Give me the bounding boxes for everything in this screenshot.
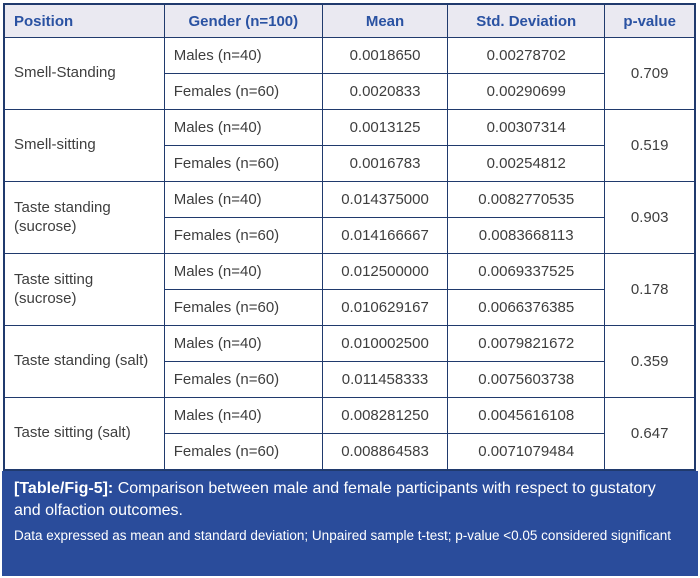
cell-position: Taste sitting (sucrose) xyxy=(3,253,165,326)
header-mean: Mean xyxy=(321,3,449,38)
cell-gender: Males (n=40) xyxy=(163,253,323,290)
cell-gender: Males (n=40) xyxy=(163,37,323,74)
cell-p-value: 0.647 xyxy=(604,397,696,471)
cell-mean: 0.012500000 xyxy=(321,253,449,290)
caption-text: Comparison between male and female parti… xyxy=(14,480,656,519)
cell-mean: 0.010002500 xyxy=(321,325,449,362)
cell-gender: Females (n=60) xyxy=(163,289,323,326)
table-row: Females (n=60) 0.0020833 0.00290699 xyxy=(4,73,695,110)
cell-position: Smell-sitting xyxy=(3,109,165,182)
cell-gender: Males (n=40) xyxy=(163,325,323,362)
cell-mean: 0.0013125 xyxy=(321,109,449,146)
cell-position: Smell-Standing xyxy=(3,37,165,110)
header-position: Position xyxy=(3,3,165,38)
cell-sd: 0.00278702 xyxy=(447,37,606,74)
table-caption: [Table/Fig-5]: Comparison between male a… xyxy=(14,478,686,522)
cell-p-value: 0.709 xyxy=(604,37,696,110)
header-row: Position Gender (n=100) Mean Std. Deviat… xyxy=(3,3,696,38)
cell-gender: Males (n=40) xyxy=(163,109,323,146)
cell-sd: 0.0082770535 xyxy=(447,181,606,218)
table-row: Taste sitting (sucrose) Males (n=40) 0.0… xyxy=(3,253,696,326)
table-row: Females (n=60) 0.0016783 0.00254812 xyxy=(4,145,695,182)
cell-sd: 0.0079821672 xyxy=(447,325,606,362)
cell-p-value: 0.903 xyxy=(604,181,696,254)
cell-mean: 0.008281250 xyxy=(321,397,449,434)
cell-mean: 0.0016783 xyxy=(321,145,449,182)
cell-sd: 0.0075603738 xyxy=(447,361,606,398)
cell-mean: 0.011458333 xyxy=(321,361,449,398)
caption-footnote: Data expressed as mean and standard devi… xyxy=(14,528,672,543)
cell-sd: 0.0083668113 xyxy=(447,217,606,254)
cell-mean: 0.0020833 xyxy=(321,73,449,110)
cell-position: Taste standing (sucrose) xyxy=(3,181,165,254)
cell-mean: 0.014166667 xyxy=(321,217,449,254)
cell-sd: 0.0066376385 xyxy=(447,289,606,326)
cell-gender: Males (n=40) xyxy=(163,181,323,218)
cell-position: Taste standing (salt) xyxy=(3,325,165,398)
caption-band: [Table/Fig-5]: Comparison between male a… xyxy=(2,471,698,576)
table-row: Smell-sitting Males (n=40) 0.0013125 0.0… xyxy=(3,109,696,182)
table-row: Smell-Standing Males (n=40) 0.0018650 0.… xyxy=(3,37,696,110)
cell-sd: 0.0069337525 xyxy=(447,253,606,290)
table-row: Taste standing (salt) Males (n=40) 0.010… xyxy=(3,325,696,398)
table-row: Taste standing (sucrose) Males (n=40) 0.… xyxy=(3,181,696,254)
table-row: Females (n=60) 0.014166667 0.0083668113 xyxy=(4,217,695,254)
table-row: Females (n=60) 0.011458333 0.0075603738 xyxy=(4,361,695,398)
cell-gender: Females (n=60) xyxy=(163,361,323,398)
header-std-deviation: Std. Deviation xyxy=(447,3,606,38)
caption-label: [Table/Fig-5]: xyxy=(14,480,114,497)
cell-p-value: 0.178 xyxy=(604,253,696,326)
cell-p-value: 0.359 xyxy=(604,325,696,398)
cell-p-value: 0.519 xyxy=(604,109,696,182)
table-row: Females (n=60) 0.008864583 0.0071079484 xyxy=(4,433,695,471)
header-gender: Gender (n=100) xyxy=(163,3,323,38)
cell-gender: Females (n=60) xyxy=(163,73,323,110)
table-row: Taste sitting (salt) Males (n=40) 0.0082… xyxy=(3,397,696,471)
cell-sd: 0.00307314 xyxy=(447,109,606,146)
cell-gender: Females (n=60) xyxy=(163,217,323,254)
cell-gender: Females (n=60) xyxy=(163,433,323,471)
cell-mean: 0.0018650 xyxy=(321,37,449,74)
cell-mean: 0.014375000 xyxy=(321,181,449,218)
cell-mean: 0.010629167 xyxy=(321,289,449,326)
cell-mean: 0.008864583 xyxy=(321,433,449,471)
cell-position: Taste sitting (salt) xyxy=(3,397,165,471)
cell-sd: 0.0071079484 xyxy=(447,433,606,471)
cell-sd: 0.00254812 xyxy=(447,145,606,182)
cell-sd: 0.00290699 xyxy=(447,73,606,110)
header-p-value: p-value xyxy=(604,3,696,38)
table-row: Females (n=60) 0.010629167 0.0066376385 xyxy=(4,289,695,326)
cell-gender: Females (n=60) xyxy=(163,145,323,182)
statistics-table: Position Gender (n=100) Mean Std. Deviat… xyxy=(3,3,696,471)
cell-sd: 0.0045616108 xyxy=(447,397,606,434)
cell-gender: Males (n=40) xyxy=(163,397,323,434)
